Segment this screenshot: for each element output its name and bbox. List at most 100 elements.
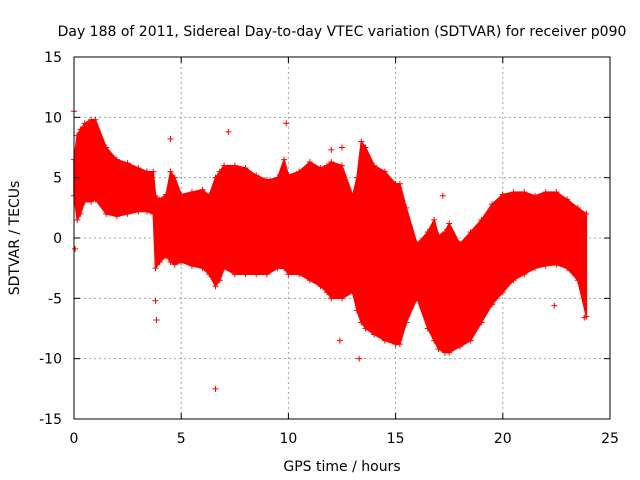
data-point — [358, 319, 365, 326]
data-point — [242, 165, 249, 172]
data-point — [354, 174, 361, 181]
data-point — [199, 186, 206, 193]
data-point — [396, 180, 403, 187]
x-axis-label: GPS time / hours — [283, 459, 400, 475]
data-point — [328, 295, 335, 302]
outlier-point — [152, 297, 159, 304]
data-point — [414, 241, 421, 248]
data-point — [339, 162, 345, 169]
outlier-point — [167, 136, 174, 143]
data-point — [478, 319, 485, 326]
data-point — [349, 289, 356, 296]
data-point — [171, 261, 178, 268]
data-point — [381, 168, 388, 175]
data-point — [521, 271, 528, 278]
data-point — [403, 319, 410, 326]
data-point — [74, 132, 81, 139]
outlier-point — [581, 314, 588, 321]
data-point — [103, 210, 110, 217]
data-point — [103, 144, 110, 151]
data-point — [113, 156, 120, 163]
data-point — [542, 262, 549, 269]
data-point — [167, 259, 174, 266]
data-point — [521, 189, 528, 196]
data-point — [317, 283, 324, 290]
data-point — [231, 271, 238, 278]
outlier-point — [392, 339, 399, 346]
data-point — [221, 265, 228, 272]
data-point — [414, 295, 421, 302]
data-point — [150, 168, 157, 175]
outlier-point — [551, 302, 558, 309]
data-point — [349, 192, 356, 199]
data-point — [77, 126, 84, 133]
data-point — [216, 168, 223, 175]
y-tick-label: -10 — [39, 352, 62, 368]
data-point — [296, 271, 303, 278]
data-point — [77, 210, 84, 217]
data-point — [178, 191, 185, 198]
data-point — [446, 220, 453, 227]
data-point — [354, 307, 361, 314]
data-point — [285, 271, 292, 278]
data-point — [178, 259, 185, 266]
data-point — [542, 189, 549, 196]
data-point — [317, 165, 324, 172]
y-tick-label: 10 — [44, 110, 62, 126]
data-point — [456, 241, 463, 248]
data-point — [152, 192, 159, 199]
chart-title: Day 188 of 2011, Sidereal Day-to-day VTE… — [58, 24, 627, 40]
data-point — [281, 265, 288, 272]
data-point — [435, 346, 442, 353]
data-point — [446, 349, 453, 356]
outlier-point — [339, 144, 345, 151]
data-point — [362, 325, 369, 332]
data-point — [212, 283, 219, 290]
outlier-point — [328, 146, 335, 153]
y-tick-label: 5 — [53, 171, 62, 187]
plot-frame — [73, 56, 611, 420]
data-point — [163, 253, 170, 260]
outlier-point — [212, 385, 219, 392]
data-point — [553, 189, 560, 196]
data-series — [71, 108, 590, 392]
data-point — [296, 168, 303, 175]
data-point — [306, 158, 313, 165]
data-point — [467, 337, 474, 344]
data-point — [124, 210, 131, 217]
data-point — [583, 210, 590, 217]
data-point — [424, 325, 431, 332]
data-point — [396, 341, 403, 348]
data-point — [216, 277, 223, 284]
data-point — [253, 271, 260, 278]
data-point — [424, 228, 431, 235]
data-point — [281, 156, 288, 163]
data-point — [263, 177, 270, 184]
data-point — [553, 261, 560, 268]
data-point — [371, 162, 378, 169]
data-point — [564, 196, 571, 203]
data-point — [441, 228, 448, 235]
y-tick-label: -5 — [48, 291, 62, 307]
outlier-point — [225, 128, 232, 135]
data-point — [150, 210, 157, 217]
data-point — [456, 343, 463, 350]
data-point — [531, 265, 538, 272]
outlier-point — [153, 317, 160, 324]
x-tick-label: 0 — [70, 431, 79, 447]
data-point — [510, 277, 517, 284]
data-point — [206, 271, 213, 278]
data-point — [74, 216, 81, 223]
y-axis-label: SDTVAR / TECUs — [7, 181, 23, 296]
data-point — [88, 198, 95, 205]
data-point — [285, 172, 292, 179]
data-point — [358, 138, 365, 145]
data-point — [489, 301, 496, 308]
data-point — [478, 216, 485, 223]
data-point — [274, 265, 281, 272]
data-point — [206, 192, 213, 199]
data-point — [231, 162, 238, 169]
data-point — [323, 289, 330, 296]
data-point — [152, 265, 159, 272]
data-point — [135, 208, 142, 215]
